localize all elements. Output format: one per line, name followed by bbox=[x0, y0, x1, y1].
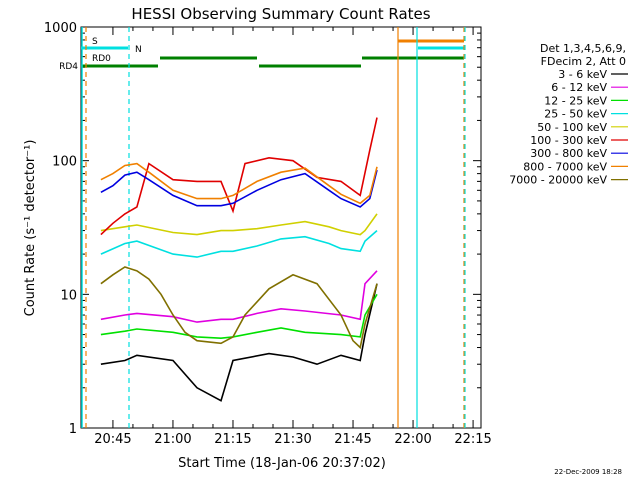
y-tick-label: 100 bbox=[52, 155, 77, 170]
y-tick-label: 10 bbox=[60, 288, 77, 303]
x-tick-label: 21:15 bbox=[214, 432, 251, 447]
footer-date: 22-Dec-2009 18:28 bbox=[554, 468, 622, 476]
legend-entry-0: 3 - 6 keV bbox=[558, 68, 607, 81]
series-line-3 bbox=[100, 229, 378, 258]
legend: Det 1,3,4,5,6,9, FDecim 2, Att 0 3 - 6 k… bbox=[509, 42, 628, 187]
x-tick-label: 22:15 bbox=[454, 432, 491, 447]
flag-n-label: N bbox=[135, 45, 142, 55]
flag-s-label: S bbox=[92, 37, 98, 47]
legend-entry-7: 800 - 7000 keV bbox=[523, 160, 607, 173]
chart-title: HESSI Observing Summary Count Rates bbox=[131, 5, 430, 23]
flag-rd0-label: RD0 bbox=[92, 54, 111, 64]
legend-entry-6: 300 - 800 keV bbox=[530, 147, 607, 160]
legend-entry-4: 50 - 100 keV bbox=[537, 121, 607, 134]
series-line-5 bbox=[100, 117, 378, 236]
plot-area bbox=[80, 26, 482, 429]
legend-entry-2: 12 - 25 keV bbox=[544, 94, 607, 107]
flag-bars: S N RD0 RD4 bbox=[59, 27, 466, 428]
flag-rd4-label: RD4 bbox=[59, 62, 78, 72]
x-tick-label: 21:45 bbox=[334, 432, 371, 447]
x-tick-label: 22:00 bbox=[394, 432, 431, 447]
series-line-8 bbox=[100, 266, 378, 350]
series-line-1 bbox=[100, 270, 378, 323]
plot-frame bbox=[80, 26, 482, 429]
x-tick-label: 21:30 bbox=[274, 432, 311, 447]
series-layer bbox=[100, 117, 378, 402]
x-axis: 20:45 21:00 21:15 21:30 21:45 22:00 22:15 bbox=[94, 27, 492, 447]
legend-entry-8: 7000 - 20000 keV bbox=[509, 174, 607, 187]
x-tick-label: 20:45 bbox=[94, 432, 131, 447]
legend-entry-5: 100 - 300 keV bbox=[530, 134, 607, 147]
series-line-7 bbox=[100, 162, 378, 205]
series-line-4 bbox=[100, 213, 378, 236]
x-tick-label: 21:00 bbox=[154, 432, 191, 447]
y-axis: 1 10 100 1000 bbox=[44, 21, 481, 437]
legend-header-line-1: Det 1,3,4,5,6,9, bbox=[540, 42, 626, 55]
legend-entry-1: 6 - 12 keV bbox=[551, 81, 607, 94]
y-tick-label: 1000 bbox=[44, 21, 77, 36]
series-line-6 bbox=[100, 169, 378, 208]
series-line-2 bbox=[100, 293, 378, 340]
y-axis-label: Count Rate (s⁻¹ detector⁻¹) bbox=[23, 140, 38, 317]
legend-entry-3: 25 - 50 keV bbox=[544, 108, 607, 121]
series-line-0 bbox=[100, 283, 378, 402]
y-tick-label: 1 bbox=[69, 422, 77, 437]
x-axis-label: Start Time (18-Jan-06 20:37:02) bbox=[178, 456, 386, 471]
legend-header-line-2: FDecim 2, Att 0 bbox=[541, 55, 626, 68]
